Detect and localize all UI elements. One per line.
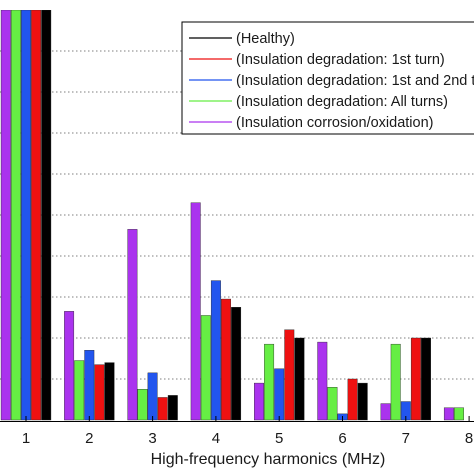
x-tick-label: 7 bbox=[402, 430, 410, 447]
bar bbox=[421, 337, 431, 421]
bar bbox=[64, 311, 75, 421]
x-tick-label: 6 bbox=[338, 430, 346, 447]
bar bbox=[127, 229, 138, 421]
legend-entry: (Insulation degradation: 1st turn) bbox=[236, 52, 445, 68]
legend-entry: (Insulation degradation: All turns) bbox=[236, 94, 448, 110]
bar bbox=[157, 397, 168, 421]
bar bbox=[294, 337, 305, 421]
bar bbox=[31, 10, 42, 421]
bar bbox=[317, 341, 328, 421]
bar bbox=[94, 364, 105, 421]
bar bbox=[254, 382, 264, 421]
bar bbox=[274, 368, 285, 421]
bar bbox=[284, 329, 295, 421]
legend: (Healthy) (Insulation degradation: 1st tu… bbox=[181, 21, 474, 135]
legend-entry: (Insulation degradation: 1st and 2nd tur… bbox=[236, 73, 474, 89]
x-axis bbox=[0, 416, 474, 422]
bar bbox=[74, 360, 85, 421]
bar bbox=[41, 10, 52, 421]
bar bbox=[357, 382, 368, 421]
bar bbox=[104, 362, 115, 421]
bar bbox=[390, 343, 401, 421]
bar bbox=[10, 10, 21, 421]
x-tick-labels: 1 2 3 4 5 6 7 8 bbox=[22, 430, 473, 447]
bar bbox=[147, 372, 158, 421]
bar bbox=[347, 378, 358, 421]
legend-entry: (Healthy) bbox=[236, 31, 295, 47]
bars bbox=[0, 10, 464, 421]
bar bbox=[410, 337, 421, 421]
x-axis-label: High-frequency harmonics (MHz) bbox=[151, 451, 386, 468]
bar bbox=[137, 389, 148, 421]
x-tick-label: 4 bbox=[212, 430, 220, 447]
x-tick-label: 2 bbox=[85, 430, 93, 447]
x-tick-label: 5 bbox=[275, 430, 283, 447]
bar bbox=[443, 407, 454, 421]
bar bbox=[454, 407, 464, 421]
bar bbox=[167, 395, 178, 421]
bar bbox=[84, 350, 95, 421]
bar bbox=[264, 343, 275, 421]
bar bbox=[210, 280, 221, 421]
x-tick-label: 8 bbox=[465, 430, 473, 447]
bar bbox=[380, 403, 391, 421]
bar bbox=[190, 202, 201, 421]
bar bbox=[327, 387, 338, 421]
bar bbox=[0, 10, 11, 421]
bar bbox=[21, 10, 31, 421]
x-tick-label: 1 bbox=[22, 430, 30, 447]
legend-entry: (Insulation corrosion/oxidation) bbox=[236, 115, 433, 131]
legend-box bbox=[181, 21, 474, 135]
x-tick-label: 3 bbox=[148, 430, 156, 447]
bar bbox=[231, 307, 242, 421]
bar bbox=[221, 298, 231, 421]
bar bbox=[200, 315, 211, 421]
